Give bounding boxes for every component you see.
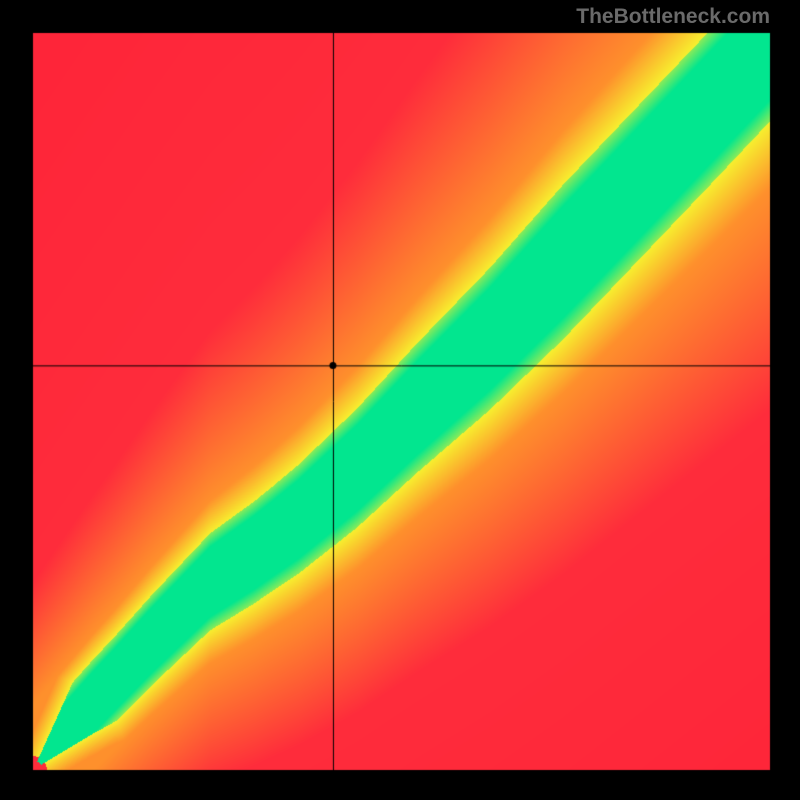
heatmap-chart — [0, 0, 800, 800]
watermark: TheBottleneck.com — [576, 5, 770, 29]
